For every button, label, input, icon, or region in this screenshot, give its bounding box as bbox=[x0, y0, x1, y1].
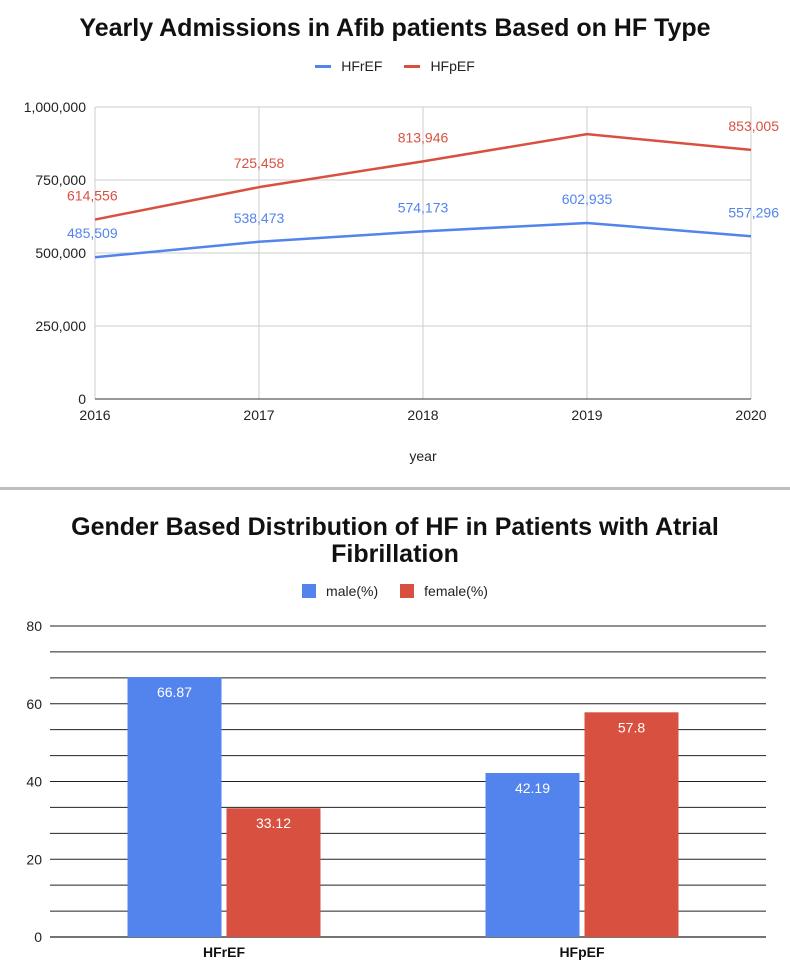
legend-label-male: male(%) bbox=[326, 583, 379, 599]
bar-chart-title-line-2: Fibrillation bbox=[331, 540, 459, 568]
y-tick-label: 60 bbox=[26, 696, 42, 712]
bar-chart-title: Gender Based Distribution of HF in Patie… bbox=[0, 514, 790, 568]
line-chart-legend: HFrEF HFpEF bbox=[0, 58, 790, 74]
bar-chart-plot: 0 20 40 60 80 HFrEF 66.87 33.12 HFpEF 42.19 57.8 bbox=[26, 618, 766, 960]
y-tick-label: 40 bbox=[26, 774, 42, 790]
data-label-hfref: 485,509 bbox=[67, 225, 118, 241]
y-tick-label: 250,000 bbox=[35, 318, 86, 334]
bar-male-hfref bbox=[127, 677, 222, 937]
legend-swatch-male bbox=[302, 584, 317, 598]
bar-value-label: 57.8 bbox=[618, 719, 645, 735]
data-label-hfref: 574,173 bbox=[398, 199, 449, 215]
x-tick-label: HFpEF bbox=[559, 944, 605, 960]
bar-male-hfpef bbox=[485, 772, 580, 937]
x-axis-label: year bbox=[409, 448, 437, 464]
x-tick-label: 2020 bbox=[735, 407, 766, 423]
y-tick-label: 0 bbox=[34, 929, 42, 945]
data-label-hfpef: 614,556 bbox=[67, 188, 118, 204]
bar-female-hfpef bbox=[584, 712, 679, 937]
data-label-hfref: 602,935 bbox=[562, 191, 613, 207]
x-tick-label: 2017 bbox=[243, 407, 274, 423]
y-tick-label: 80 bbox=[26, 618, 42, 634]
legend-label-female: female(%) bbox=[424, 583, 488, 599]
bar-value-label: 33.12 bbox=[256, 815, 291, 831]
data-label-hfpef: 725,458 bbox=[234, 155, 285, 171]
legend-item-hfpef[interactable]: HFpEF bbox=[404, 58, 475, 74]
legend-swatch-hfpef bbox=[404, 64, 421, 68]
y-tick-label: 750,000 bbox=[35, 172, 86, 188]
bar-value-label: 42.19 bbox=[515, 780, 550, 796]
legend-swatch-hfref bbox=[315, 64, 332, 68]
series-line-hfref bbox=[94, 221, 752, 259]
line-chart-plot: 0 250,000 500,000 750,000 1,000,000 2016 2017 2… bbox=[24, 99, 780, 464]
data-label-hfref: 538,473 bbox=[234, 210, 285, 226]
legend-item-hfref[interactable]: HFrEF bbox=[315, 58, 382, 74]
legend-item-male[interactable]: male(%) bbox=[302, 583, 378, 599]
data-label-hfref: 557,296 bbox=[728, 204, 779, 220]
legend-item-female[interactable]: female(%) bbox=[400, 583, 488, 599]
legend-label-hfref: HFrEF bbox=[341, 58, 383, 74]
bar-chart-title-line-1: Gender Based Distribution of HF in Patie… bbox=[71, 513, 719, 541]
bar-female-hfref bbox=[226, 808, 321, 937]
x-tick-label: 2016 bbox=[79, 407, 110, 423]
legend-label-hfpef: HFpEF bbox=[430, 58, 475, 74]
x-tick-label: HFrEF bbox=[203, 944, 245, 960]
y-tick-label: 500,000 bbox=[35, 245, 86, 261]
y-tick-label: 20 bbox=[26, 851, 42, 867]
y-tick-label: 1,000,000 bbox=[24, 99, 86, 115]
data-label-hfpef: 813,946 bbox=[398, 129, 449, 145]
bar-chart-legend: male(%) female(%) bbox=[0, 583, 790, 599]
line-chart-title: Yearly Admissions in Afib patients Based… bbox=[79, 14, 711, 42]
legend-swatch-female bbox=[400, 584, 415, 598]
y-tick-label: 0 bbox=[78, 391, 86, 407]
data-label-hfpef: 853,005 bbox=[728, 118, 779, 134]
bar-chart-panel: Gender Based Distribution of HF in Patie… bbox=[0, 490, 790, 974]
panel-divider bbox=[0, 487, 790, 490]
bar-value-label: 66.87 bbox=[157, 684, 192, 700]
x-tick-label: 2019 bbox=[571, 407, 602, 423]
x-tick-label: 2018 bbox=[407, 407, 438, 423]
line-chart-panel: Yearly Admissions in Afib patients Based… bbox=[0, 14, 790, 465]
series-line-hfpef bbox=[94, 132, 752, 221]
